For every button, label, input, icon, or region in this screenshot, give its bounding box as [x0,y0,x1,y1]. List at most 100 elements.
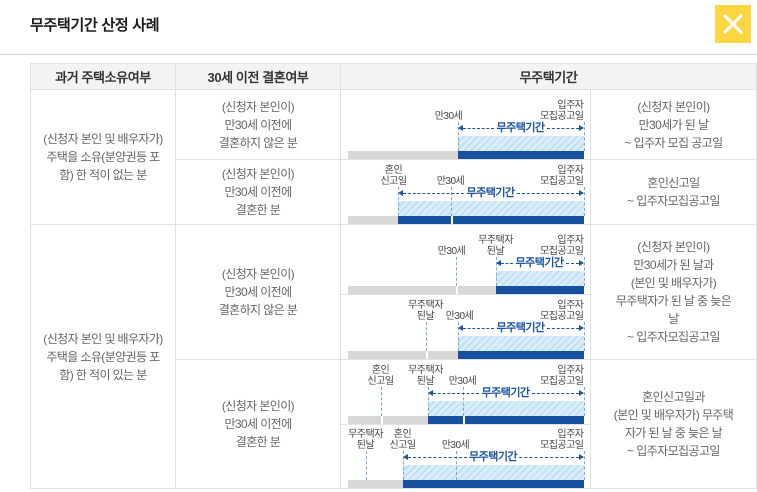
homeless-period-hatch [457,336,584,351]
table-row: (신청자 본인이) 만30세 이전에 결혼한 분 무주택기간 혼인 신고일 무주택자… [31,359,757,489]
timeline-label: 무주택자 된날 [348,429,383,451]
timeline-label: 혼인 신고일 [380,165,407,187]
homeless-period-bar [495,286,584,294]
arrow-dash [565,262,579,264]
arrow-right-head [578,190,584,196]
timeline-guide [583,187,585,216]
arrow-dash [500,262,514,264]
period-arrow-label: 무주택기간 [496,322,545,334]
homeless-period-hatch [495,271,584,286]
timeline-guide [402,451,404,480]
timeline-tick [425,351,428,359]
period-arrow: 무주택기간 [427,387,584,399]
arrow-dash [516,192,579,194]
timeline-guide [583,257,585,286]
period-arrow: 무주택기간 [457,122,584,134]
owned-period-bar [347,480,403,488]
period-arrow: 무주택기간 [397,187,584,199]
timeline-tick [380,416,383,424]
homeless-period-hatch [427,401,584,416]
timeline-tick [450,216,453,224]
arrow-right-head [578,390,584,396]
arrow-dash [519,456,579,458]
timeline-diagram-5: 무주택기간 혼인 신고일 무주택자 된날 만30세 입주자 모집공고일 [346,364,586,424]
timeline-tick [455,286,458,294]
arrow-dash [462,327,495,329]
timeline-diagram-4: 무주택기간 무주택자 된날 만30세 입주자 모집공고일 [346,299,586,359]
timeline-guide [427,387,429,416]
arrow-right-head [578,454,584,460]
owned-period-bar [347,151,458,159]
homeless-period-hatch [457,136,584,151]
timeline-guide [455,451,457,480]
timeline-label: 혼인 신고일 [389,429,416,451]
period-arrow-label: 무주택기간 [466,187,515,199]
arrow-dash [546,127,579,129]
arrow-right-head [578,125,584,131]
period-arrow-label: 무주택기간 [468,451,518,463]
timeline-label: 만30세 [445,311,474,322]
page-title: 무주택기간 산정 사례 [30,17,160,34]
arrow-dash [531,392,579,394]
timeline-guide [380,387,382,416]
period-arrow-label: 무주택기간 [515,257,564,269]
arrow-right-head [578,260,584,266]
homeless-period-bar [427,416,584,424]
table-row: 무주택기간 무주택자 된날 만30세 입주자 모집공고일 [31,294,757,360]
cell-description-1: (신청자 본인이) 만30세가 된 날 ~ 입주자 모집 공고일 [590,89,757,160]
owned-period-bar [347,286,496,294]
timeline-label: 입주자 모집공고일 [540,235,584,257]
homeless-period-bar [402,480,584,488]
timeline-label: 만30세 [436,176,465,187]
timeline-label: 입주자 모집공고일 [540,165,584,187]
header-homeless-period: 무주택기간 [340,63,757,90]
timeline-label: 입주자 모집공고일 [540,100,584,122]
arrow-left-head [402,454,408,460]
header-row: 과거 주택소유여부 30세 이전 결혼여부 무주택기간 [30,63,757,90]
cell-ownership-never: (신청자 본인 및 배우자가) 주택을 소유(분양권등 포 함) 한 적이 없는… [30,89,176,225]
period-arrow: 무주택기간 [402,451,584,463]
cell-marriage-married-1: (신청자 본인이) 만30세 이전에 결혼한 분 [175,159,341,225]
homeless-period-bar [457,351,584,359]
cell-ownership-ever: (신청자 본인 및 배우자가) 주택을 소유(분양권등 포 함) 한 적이 있는… [30,224,176,489]
timeline-guide [457,322,459,351]
timeline-guide [583,122,585,151]
timeline-label: 입주자 모집공고일 [540,365,584,387]
header-past-ownership: 과거 주택소유여부 [30,63,176,90]
timeline-label: 만30세 [434,111,463,122]
timeline-diagram-3: 무주택기간 만30세 무주택자 된날 입주자 모집공고일 [346,234,586,294]
homeless-period-hatch [402,465,584,480]
arrow-left-head [427,390,433,396]
cell-marriage-married-2: (신청자 본인이) 만30세 이전에 결혼한 분 [175,359,341,489]
timeline-guide [397,187,399,216]
timeline-label: 혼인 신고일 [367,365,394,387]
homeless-period-bar [397,216,584,224]
arrow-dash [462,127,495,129]
timeline-label: 만30세 [441,440,470,451]
period-arrow: 무주택기간 [457,322,584,334]
timeline-label: 무주택자 된날 [478,235,513,257]
owned-period-bar [347,216,398,224]
arrow-dash [432,392,480,394]
title-divider [0,54,757,55]
timeline-label: 입주자 모집공고일 [540,429,584,451]
close-button[interactable] [715,5,751,43]
arrow-left-head [397,190,403,196]
header-marriage-before-30: 30세 이전 결혼여부 [175,63,341,90]
arrow-left-head [457,125,463,131]
timeline-diagram-1: 무주택기간 만30세 입주자 모집공고일 [346,99,586,159]
timeline-tick [462,416,465,424]
cell-marriage-not-married-1: (신청자 본인이) 만30세 이전에 결혼하지 않은 분 [175,89,341,160]
owned-period-bar [347,351,458,359]
timeline-guide [462,387,464,416]
cell-description-3: (신청자 본인이) 만30세가 된 날과 (본인 및 배우자가) 무주택자가 된… [590,224,757,360]
arrow-left-head [457,325,463,331]
timeline-label: 입주자 모집공고일 [540,300,584,322]
table-row: (신청자 본인 및 배우자가) 주택을 소유(분양권등 포 함) 한 적이 없는… [30,89,757,225]
timeline-guide [457,122,459,151]
